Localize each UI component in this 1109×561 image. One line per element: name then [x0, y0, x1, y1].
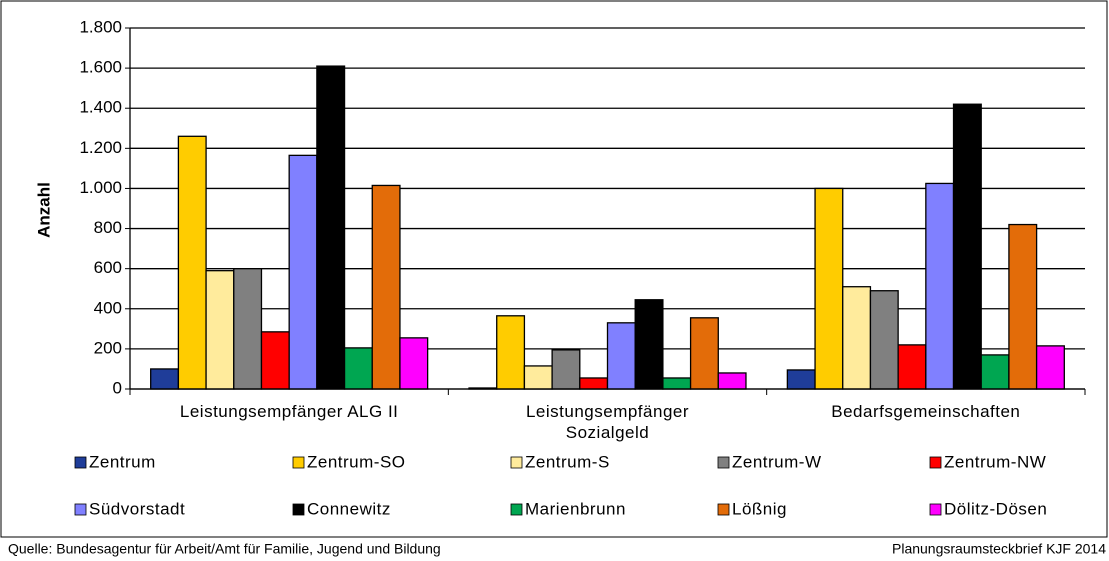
- legend-swatch: [510, 456, 523, 469]
- bar: [205, 270, 235, 390]
- legend-swatch: [292, 503, 305, 516]
- bar: [233, 268, 263, 390]
- bar: [343, 347, 373, 390]
- y-tick-label: 1.400: [79, 98, 122, 117]
- legend-swatch: [292, 456, 305, 469]
- bar: [952, 103, 982, 390]
- bar: [316, 65, 346, 390]
- bar: [869, 290, 899, 390]
- y-axis-title: Anzahl: [34, 182, 53, 238]
- legend-swatch: [717, 503, 730, 516]
- legend-swatch: [510, 503, 523, 516]
- y-tick-label: 1.000: [79, 178, 122, 197]
- bar: [786, 369, 816, 390]
- bar: [551, 349, 581, 390]
- y-tick-label: 0: [113, 378, 122, 397]
- legend-label: Dölitz-Dösen: [944, 499, 1047, 518]
- legend-label: Südvorstadt: [89, 499, 185, 518]
- legend-label: Zentrum-NW: [944, 452, 1046, 471]
- x-tick-label: Leistungsempfänger Sozialgeld: [525, 402, 690, 442]
- legend-label: Marienbrunn: [525, 499, 626, 518]
- legend-label: Zentrum-W: [732, 452, 822, 471]
- bar: [1008, 223, 1038, 390]
- credit: Planungsraumsteckbrief KJF 2014: [892, 541, 1106, 557]
- bar: [399, 337, 429, 390]
- bar: [814, 187, 844, 390]
- y-tick-label: 800: [94, 218, 122, 237]
- legend-label: Connewitz: [307, 499, 391, 518]
- chart-border: [0, 0, 1108, 538]
- legend-swatch: [929, 503, 942, 516]
- y-tick-label: 1.600: [79, 58, 122, 77]
- bar: [288, 154, 318, 390]
- x-tick-label: Bedarfsgemeinschaften: [831, 402, 1021, 421]
- bar: [925, 182, 955, 390]
- legend-label: Lößnig: [732, 499, 787, 518]
- bar: [842, 286, 872, 390]
- bar: [717, 372, 747, 390]
- bar: [1035, 345, 1065, 390]
- bar: [150, 368, 180, 390]
- bar: [579, 377, 609, 390]
- y-tick-label: 200: [94, 338, 122, 357]
- legend-swatch: [74, 503, 87, 516]
- bar: [260, 331, 290, 390]
- bar: [662, 377, 692, 390]
- bar: [523, 365, 553, 390]
- y-tick-label: 600: [94, 258, 122, 277]
- y-tick-label: 1.200: [79, 138, 122, 157]
- source: Quelle: Bundesagentur für Arbeit/Amt für…: [8, 541, 441, 557]
- legend-swatch: [74, 456, 87, 469]
- bar: [980, 354, 1010, 390]
- bar: [689, 317, 719, 390]
- y-tick-label: 400: [94, 298, 122, 317]
- legend-label: Zentrum-SO: [307, 452, 406, 471]
- bar: [177, 135, 207, 390]
- bar: [634, 299, 664, 390]
- bar: [496, 315, 526, 390]
- legend-swatch: [929, 456, 942, 469]
- legend-swatch: [717, 456, 730, 469]
- bar: [897, 344, 927, 390]
- y-tick-label: 1.800: [79, 17, 122, 36]
- legend-label: Zentrum: [89, 452, 156, 471]
- legend-label: Zentrum-S: [525, 452, 610, 471]
- x-tick-label: Leistungsempfänger ALG II: [179, 402, 399, 421]
- bar: [371, 184, 401, 390]
- bar: [606, 322, 636, 390]
